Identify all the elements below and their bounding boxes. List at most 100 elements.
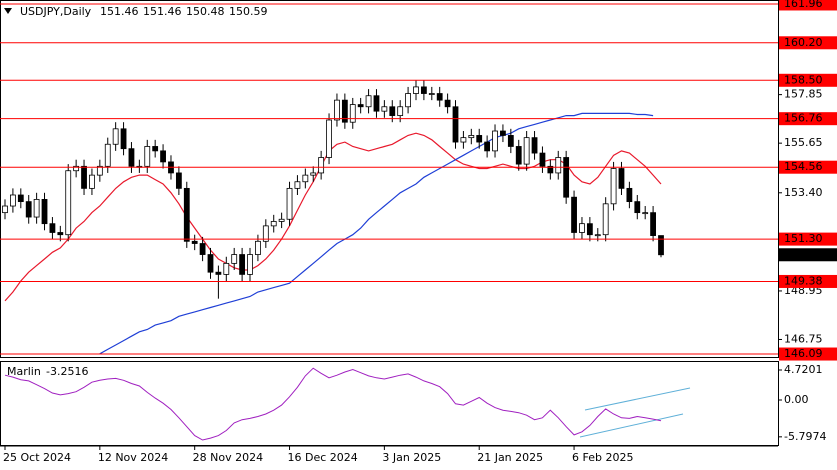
x-tick-label: 16 Dec 2024 <box>288 451 358 464</box>
candle-body <box>618 168 625 189</box>
x-tick-label: 28 Nov 2024 <box>193 451 263 464</box>
header-open: 151.46 <box>100 5 139 18</box>
candle-body <box>420 86 427 94</box>
header-low: 150.48 <box>186 5 225 18</box>
level-label: 149.38 <box>784 274 823 287</box>
candle-body <box>531 137 538 154</box>
level-label: 156.76 <box>784 112 823 125</box>
candle-body <box>112 128 119 145</box>
candle-body <box>586 223 593 236</box>
y-tick-label: 157.85 <box>784 88 823 101</box>
y-tick-label: 146.75 <box>784 332 823 345</box>
moving-average <box>99 112 654 355</box>
candle-body <box>484 141 491 152</box>
candle-body <box>539 152 546 167</box>
candle-body <box>262 225 269 242</box>
level-label-box <box>779 274 837 288</box>
moving-average <box>4 132 662 302</box>
candle-body <box>49 223 56 233</box>
level-label-box <box>779 0 837 11</box>
candle-body <box>444 99 451 108</box>
x-tick-label: 25 Oct 2024 <box>3 451 71 464</box>
candle-body <box>468 135 475 139</box>
candle-body <box>175 172 182 189</box>
candle-body <box>389 106 396 116</box>
candle-body <box>294 181 301 189</box>
x-tick-label: 3 Jan 2025 <box>382 451 441 464</box>
candle-body <box>81 165 87 189</box>
level-label-box <box>779 36 837 50</box>
header-close: 150.59 <box>229 5 268 18</box>
header-high: 151.46 <box>143 5 182 18</box>
candle-body <box>231 254 238 264</box>
candle-body <box>199 243 206 255</box>
x-tick-label: 21 Jan 2025 <box>477 451 543 464</box>
level-label: 161.96 <box>784 0 823 10</box>
x-tick-label: 6 Feb 2025 <box>572 451 633 464</box>
price-label-box <box>779 248 837 262</box>
x-tick-label: 12 Nov 2024 <box>98 451 168 464</box>
indicator-title: Marlin <box>7 365 41 378</box>
level-label-box <box>779 112 837 126</box>
candle-body <box>247 254 253 275</box>
candle-body <box>571 196 577 233</box>
level-label-box <box>779 232 837 246</box>
candle-body <box>33 199 40 218</box>
indicator-panel <box>0 361 779 446</box>
candle-body <box>357 104 364 108</box>
candle-body <box>144 146 151 167</box>
candle-body <box>452 106 459 143</box>
candle-body <box>460 137 467 143</box>
level-label: 151.30 <box>784 232 823 245</box>
candle-body <box>25 201 32 218</box>
candle-body <box>2 205 8 214</box>
level-label: 160.20 <box>784 36 823 49</box>
candle-body <box>610 168 617 205</box>
candle-body <box>278 218 285 222</box>
menu-arrow[interactable] <box>4 8 12 14</box>
candle-body <box>658 235 664 256</box>
candle-body <box>500 130 506 136</box>
candle-body <box>128 148 135 167</box>
candle-body <box>318 157 325 174</box>
candle-body <box>492 130 498 152</box>
trend-line[interactable] <box>579 413 684 438</box>
candle-body <box>634 201 641 214</box>
candle-body <box>642 212 649 215</box>
indicator-value: -3.2516 <box>46 365 88 378</box>
candle-body <box>405 93 411 108</box>
level-label-box <box>779 160 837 174</box>
candle-body <box>270 221 277 227</box>
candle-body <box>523 137 530 165</box>
oscillator-line <box>4 367 662 441</box>
candle-body <box>207 254 214 273</box>
level-label: 158.50 <box>784 73 823 86</box>
candle-body <box>65 170 72 236</box>
trend-line[interactable] <box>584 387 691 411</box>
level-label-box <box>779 73 837 87</box>
y-tick-label: 4.7201 <box>784 363 823 376</box>
candle-body <box>650 212 656 236</box>
candle-body <box>120 128 127 150</box>
candle-body <box>89 174 95 189</box>
candle-body <box>349 104 356 123</box>
price-label: 150.59 <box>784 248 823 261</box>
candle-body <box>104 143 111 167</box>
candle-body <box>152 146 159 152</box>
candle-body <box>381 106 388 112</box>
level-label-box <box>779 347 837 361</box>
candle-body <box>73 165 80 172</box>
candle-body <box>428 93 435 95</box>
candle-body <box>10 194 16 207</box>
candle-body <box>365 95 372 108</box>
candle-body <box>341 99 348 123</box>
header: USDJPY,Daily 151.46 151.46 150.48 150.59 <box>20 5 268 18</box>
level-label: 146.09 <box>784 347 823 360</box>
candle-body <box>255 240 261 255</box>
candle-body <box>17 194 24 203</box>
candle-body <box>183 187 190 242</box>
symbol-title: USDJPY,Daily <box>20 5 92 18</box>
candle-body <box>57 232 64 236</box>
candle-body <box>302 174 309 183</box>
